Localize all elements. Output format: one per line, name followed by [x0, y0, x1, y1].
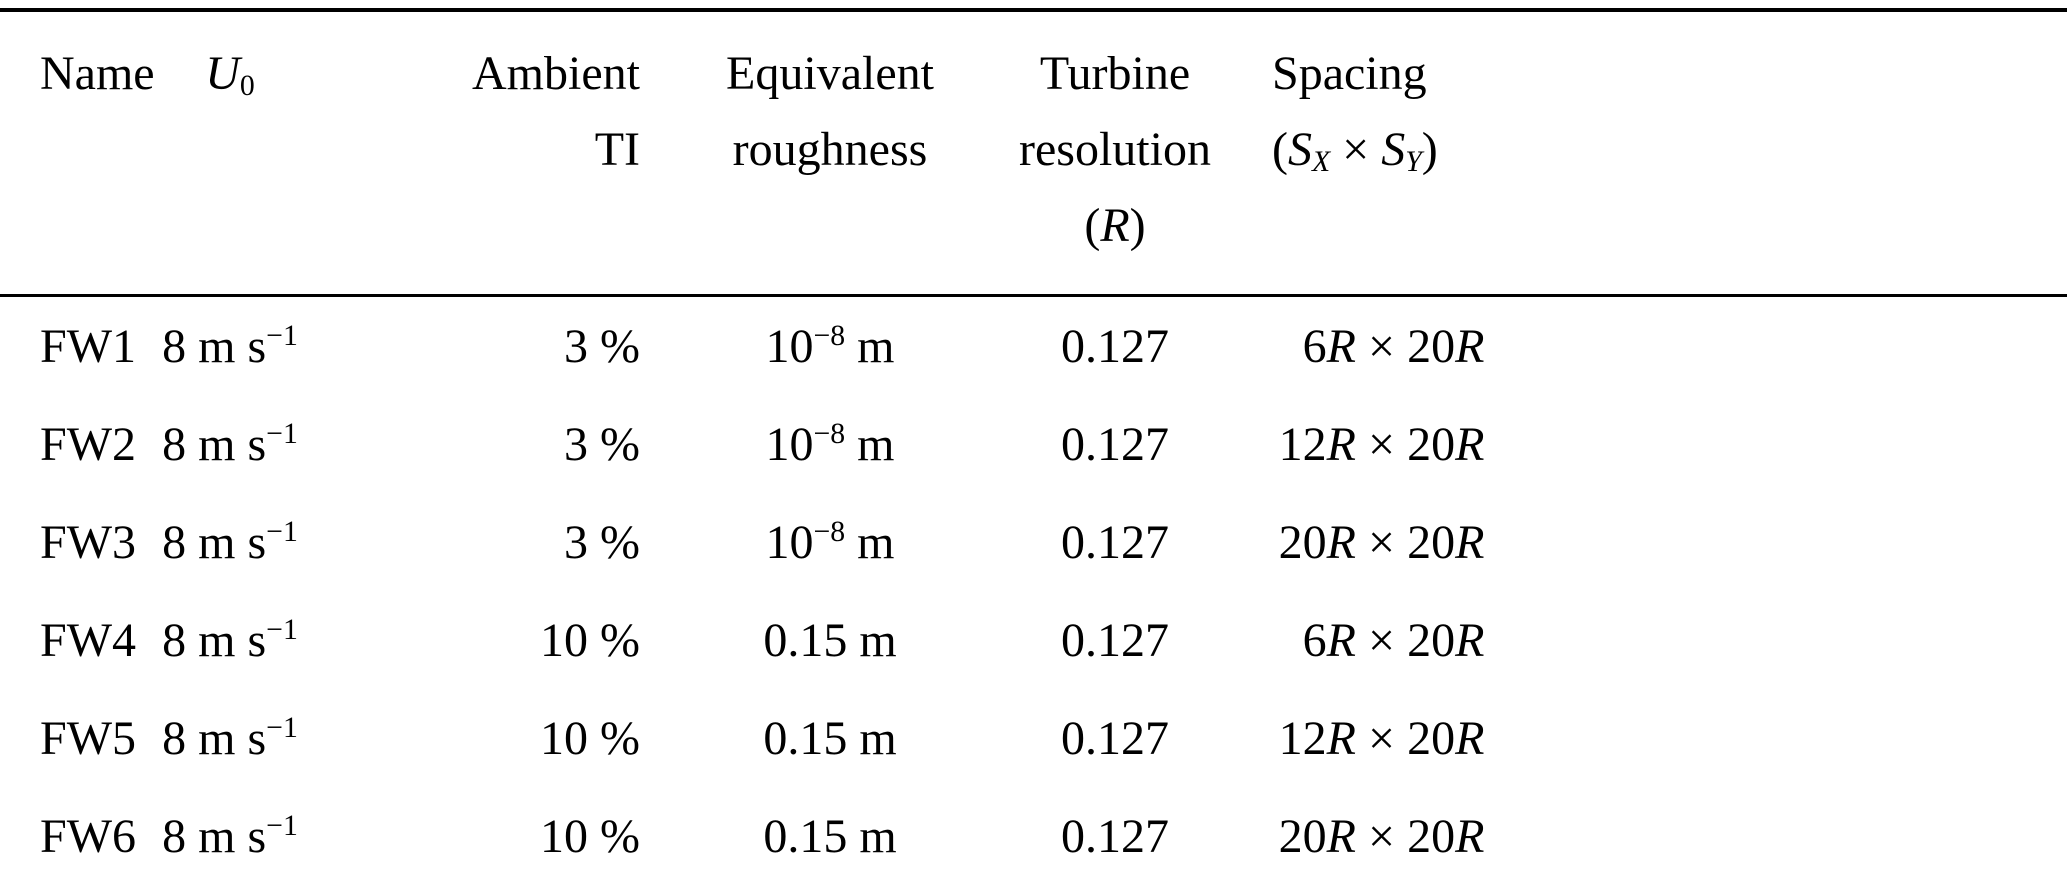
spacing-first-factor: 12R — [1278, 711, 1356, 765]
column-header-turbine-resolution: Turbine resolution (R) — [1010, 10, 1220, 297]
table-row: FW4 8 m s−1 10 % 0.15 m 0.127 6R × 20R — [0, 591, 2067, 689]
cell-resolution: 0.127 — [1061, 809, 1169, 863]
spacing-first-factor: 6R — [1302, 613, 1356, 667]
table-row: FW3 8 m s−1 3 % 10−8 m 0.127 20R × 20R — [0, 493, 2067, 591]
cell-u0: 8 m s−1 — [162, 613, 298, 667]
spacing-rest: × 20R — [1368, 711, 1485, 765]
cell-name: FW2 — [40, 417, 136, 471]
cell-ambient-ti: 3 % — [564, 417, 640, 471]
cell-name: FW1 — [40, 319, 136, 373]
spacing-rest: × 20R — [1368, 613, 1485, 667]
cell-resolution: 0.127 — [1061, 711, 1169, 765]
cell-roughness: 10−8 m — [765, 515, 895, 569]
cell-resolution: 0.127 — [1061, 319, 1169, 373]
table-row: FW6 8 m s−1 10 % 0.15 m 0.127 20R × 20R — [0, 787, 2067, 892]
spacing-first-factor: 20R — [1278, 515, 1356, 569]
cell-ambient-ti: 3 % — [564, 319, 640, 373]
cell-spacing: 6R × 20R — [1220, 591, 2067, 689]
spacing-rest: × 20R — [1368, 319, 1485, 373]
cell-roughness: 0.15 m — [763, 809, 897, 863]
cell-ambient-ti: 10 % — [540, 809, 640, 863]
cell-roughness: 0.15 m — [763, 711, 897, 765]
spacing-first-factor: 6R — [1302, 319, 1356, 373]
cell-spacing: 20R × 20R — [1220, 787, 2067, 892]
cell-roughness: 0.15 m — [763, 613, 897, 667]
spacing-first-factor: 20R — [1278, 809, 1356, 863]
table-row: FW2 8 m s−1 3 % 10−8 m 0.127 12R × 20R — [0, 395, 2067, 493]
cell-resolution: 0.127 — [1061, 417, 1169, 471]
column-header-ambient-ti: Ambient TI — [300, 10, 650, 297]
cell-u0: 8 m s−1 — [162, 515, 298, 569]
column-header-name: Name — [0, 10, 160, 297]
cell-u0: 8 m s−1 — [162, 711, 298, 765]
spacing-first-factor: 12R — [1278, 417, 1356, 471]
cell-u0: 8 m s−1 — [162, 417, 298, 471]
cell-spacing: 12R × 20R — [1220, 689, 2067, 787]
cell-name: FW3 — [40, 515, 136, 569]
cell-roughness: 10−8 m — [765, 319, 895, 373]
cell-ambient-ti: 10 % — [540, 711, 640, 765]
cell-resolution: 0.127 — [1061, 515, 1169, 569]
column-header-equivalent-roughness: Equivalent roughness — [650, 10, 1010, 297]
column-header-u0: U0 — [160, 10, 300, 297]
header-row: Name U0 Ambient TI Equivalent roughness Tu… — [0, 10, 2067, 297]
simulation-cases-table: Name U0 Ambient TI Equivalent roughness Tu… — [0, 8, 2067, 892]
table-header: Name U0 Ambient TI Equivalent roughness Tu… — [0, 10, 2067, 297]
cell-spacing: 6R × 20R — [1220, 296, 2067, 396]
table-body: FW1 8 m s−1 3 % 10−8 m 0.127 6R × 20R FW… — [0, 296, 2067, 892]
cell-name: FW5 — [40, 711, 136, 765]
cell-u0: 8 m s−1 — [162, 809, 298, 863]
cell-ambient-ti: 10 % — [540, 613, 640, 667]
cell-name: FW4 — [40, 613, 136, 667]
cell-roughness: 10−8 m — [765, 417, 895, 471]
spacing-rest: × 20R — [1368, 809, 1485, 863]
cell-ambient-ti: 3 % — [564, 515, 640, 569]
cell-spacing: 12R × 20R — [1220, 395, 2067, 493]
spacing-rest: × 20R — [1368, 417, 1485, 471]
table-row: FW5 8 m s−1 10 % 0.15 m 0.127 12R × 20R — [0, 689, 2067, 787]
cell-name: FW6 — [40, 809, 136, 863]
cell-resolution: 0.127 — [1061, 613, 1169, 667]
table-row: FW1 8 m s−1 3 % 10−8 m 0.127 6R × 20R — [0, 296, 2067, 396]
column-header-spacing: Spacing (SX × SY) — [1220, 10, 2067, 297]
spacing-rest: × 20R — [1368, 515, 1485, 569]
cell-u0: 8 m s−1 — [162, 319, 298, 373]
cell-spacing: 20R × 20R — [1220, 493, 2067, 591]
